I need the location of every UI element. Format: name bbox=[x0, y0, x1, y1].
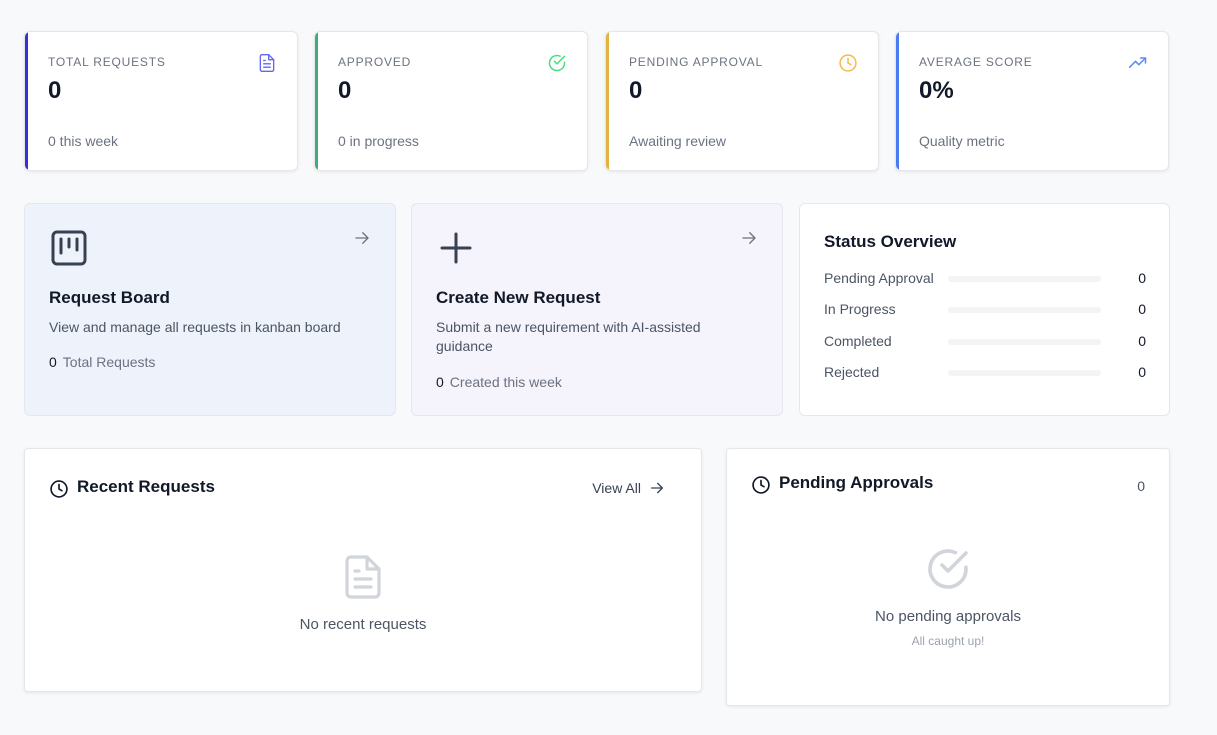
status-count: 0 bbox=[1138, 270, 1146, 286]
action-card-meta: 0 Created this week bbox=[436, 374, 562, 390]
kanban-icon bbox=[51, 230, 87, 266]
status-count: 0 bbox=[1138, 301, 1146, 317]
status-row-rejected: Rejected 0 bbox=[824, 362, 1146, 382]
action-card-description: View and manage all requests in kanban b… bbox=[49, 319, 341, 335]
request-board-card[interactable]: Request Board View and manage all reques… bbox=[24, 203, 396, 416]
status-row-pending-approval: Pending Approval 0 bbox=[824, 268, 1146, 288]
status-label: Completed bbox=[824, 333, 892, 349]
status-bar bbox=[948, 339, 1101, 345]
arrow-right-icon[interactable] bbox=[353, 229, 371, 247]
empty-state-subtext: All caught up! bbox=[911, 634, 985, 648]
recent-requests-panel: Recent Requests View All No recent reque… bbox=[24, 448, 702, 692]
status-overview-card: Status Overview Pending Approval 0 In Pr… bbox=[799, 203, 1170, 416]
stat-value: 0 bbox=[338, 77, 352, 104]
status-count: 0 bbox=[1138, 364, 1146, 380]
clock-icon bbox=[752, 476, 770, 494]
action-card-description: Submit a new requirement with AI-assiste… bbox=[436, 319, 701, 354]
stat-label: AVERAGE SCORE bbox=[919, 55, 1033, 69]
stat-label: TOTAL REQUESTS bbox=[48, 55, 166, 69]
stat-sub: Quality metric bbox=[919, 133, 1005, 149]
pending-approvals-panel: Pending Approvals 0 No pending approvals… bbox=[726, 448, 1170, 706]
stat-card-pending-approval: PENDING APPROVAL 0 Awaiting review bbox=[605, 31, 879, 171]
action-card-count-label: Created this week bbox=[449, 374, 562, 390]
empty-state-text: No pending approvals bbox=[875, 608, 1021, 625]
card-accent bbox=[606, 32, 609, 170]
arrow-right-icon bbox=[651, 482, 663, 494]
panel-title: Pending Approvals bbox=[779, 473, 934, 492]
status-row-completed: Completed 0 bbox=[824, 331, 1146, 351]
status-label: Rejected bbox=[824, 364, 880, 380]
status-bar bbox=[948, 370, 1101, 376]
action-card-meta: 0 Total Requests bbox=[49, 354, 155, 370]
action-card-count: 0 bbox=[436, 374, 444, 390]
clock-icon bbox=[839, 54, 857, 72]
stat-sub: 0 in progress bbox=[338, 133, 419, 149]
stat-sub: Awaiting review bbox=[629, 133, 727, 149]
status-overview-title: Status Overview bbox=[824, 232, 957, 251]
action-card-count-label: Total Requests bbox=[62, 354, 156, 370]
create-request-card[interactable]: Create New Request Submit a new requirem… bbox=[411, 203, 783, 416]
stat-card-approved: APPROVED 0 0 in progress bbox=[314, 31, 588, 171]
trending-up-icon bbox=[1128, 57, 1147, 68]
action-card-title: Request Board bbox=[49, 288, 170, 307]
stat-value: 0 bbox=[629, 77, 643, 104]
pending-count: 0 bbox=[1137, 478, 1145, 494]
status-bar bbox=[948, 276, 1101, 282]
status-label: Pending Approval bbox=[824, 270, 934, 286]
check-circle-icon bbox=[548, 54, 566, 72]
stat-card-total-requests: TOTAL REQUESTS 0 0 this week bbox=[24, 31, 298, 171]
action-card-title: Create New Request bbox=[436, 288, 601, 307]
stat-sub: 0 this week bbox=[48, 133, 119, 149]
stat-label: APPROVED bbox=[338, 55, 412, 69]
status-row-in-progress: In Progress 0 bbox=[824, 299, 1146, 319]
view-all-label: View All bbox=[592, 480, 641, 496]
stat-value: 0 bbox=[48, 77, 62, 104]
check-circle-icon bbox=[928, 549, 968, 589]
arrow-right-icon[interactable] bbox=[740, 229, 758, 247]
status-bar bbox=[948, 307, 1101, 313]
clock-icon bbox=[50, 480, 68, 498]
status-count: 0 bbox=[1138, 333, 1146, 349]
stat-label: PENDING APPROVAL bbox=[629, 55, 763, 69]
empty-state-text: No recent requests bbox=[299, 616, 427, 633]
view-all-link[interactable]: View All bbox=[592, 480, 665, 496]
card-accent bbox=[315, 32, 318, 170]
document-icon bbox=[259, 54, 275, 73]
status-label: In Progress bbox=[824, 301, 896, 317]
document-icon bbox=[345, 555, 381, 599]
plus-icon bbox=[440, 232, 472, 264]
panel-title: Recent Requests bbox=[77, 477, 215, 496]
card-accent bbox=[25, 32, 28, 170]
card-accent bbox=[896, 32, 899, 170]
action-card-count: 0 bbox=[49, 354, 57, 370]
stat-card-average-score: AVERAGE SCORE 0% Quality metric bbox=[895, 31, 1169, 171]
stat-value: 0% bbox=[919, 77, 954, 104]
